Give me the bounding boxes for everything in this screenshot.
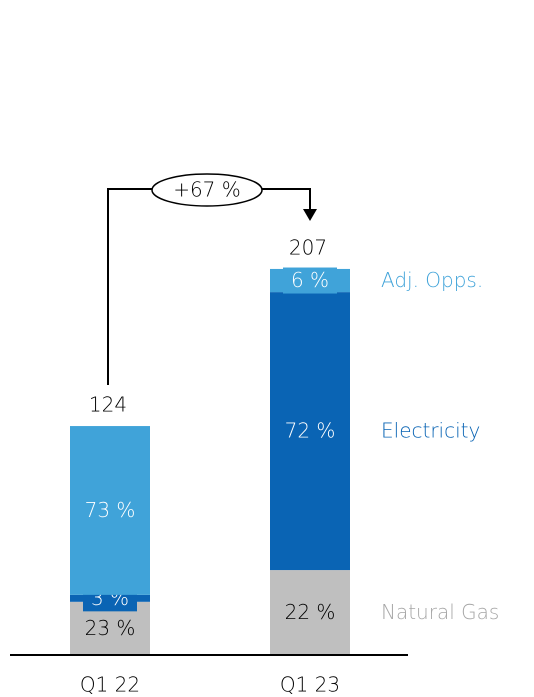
bar-segment bbox=[270, 292, 350, 571]
legend-label: Electricity bbox=[381, 419, 480, 443]
segment-label: 6 % bbox=[291, 268, 329, 292]
total-label: 124 bbox=[89, 393, 127, 417]
annotation: +67 % bbox=[173, 178, 241, 202]
segment-label: 73 % bbox=[85, 498, 136, 522]
annotation-oval bbox=[151, 173, 263, 207]
total-label: 207 bbox=[289, 235, 327, 259]
segment-label: 22 % bbox=[285, 600, 336, 624]
x-tick-label: Q1 22 bbox=[80, 673, 140, 697]
legend-label: Natural Gas bbox=[381, 600, 499, 624]
arrow-head bbox=[303, 209, 317, 221]
bar-segment bbox=[270, 570, 350, 655]
x-tick-label: Q1 23 bbox=[280, 673, 340, 697]
growth-arrow bbox=[107, 188, 311, 385]
segment-label: 23 % bbox=[85, 616, 136, 640]
label-box bbox=[283, 267, 337, 294]
segment-label: 72 % bbox=[285, 419, 336, 443]
legend-label: Adj. Opps. bbox=[381, 268, 483, 292]
bar-segment bbox=[70, 426, 150, 595]
